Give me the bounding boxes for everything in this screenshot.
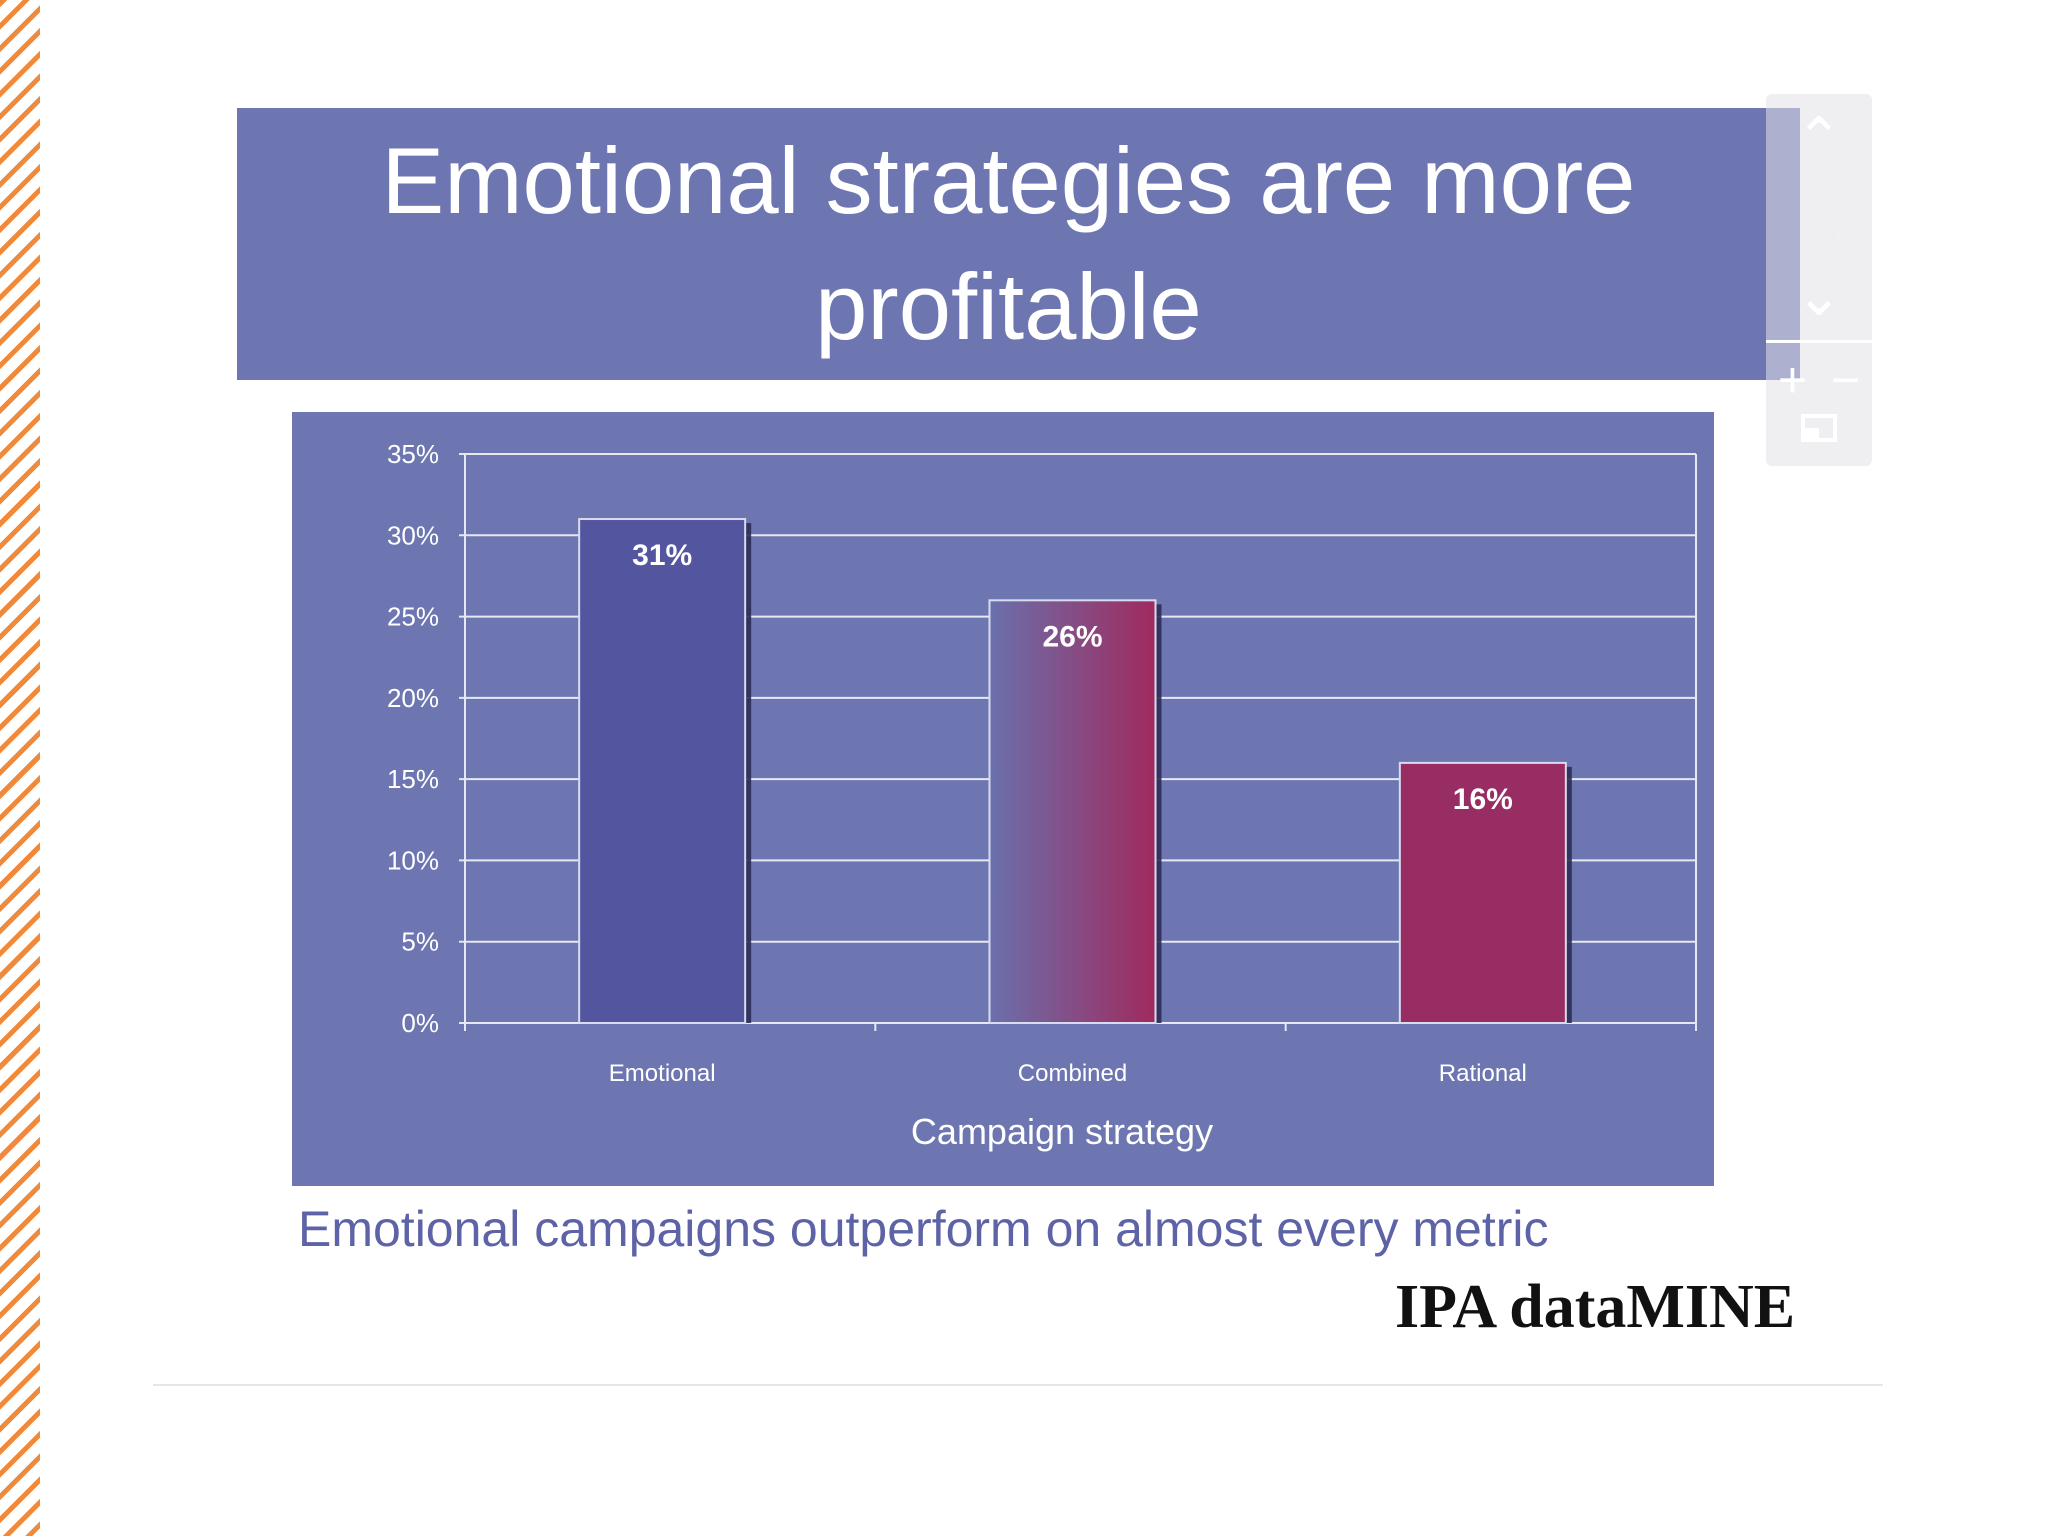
category-label: Rational bbox=[1439, 1060, 1527, 1087]
data-label: 31% bbox=[632, 539, 692, 572]
y-tick-label: 15% bbox=[387, 764, 439, 794]
y-tick-label: 30% bbox=[387, 520, 439, 550]
y-tick-label: 35% bbox=[387, 439, 439, 469]
decorative-stripe bbox=[0, 0, 40, 1536]
bars bbox=[578, 518, 1572, 1025]
y-tick-label: 0% bbox=[401, 1008, 439, 1038]
bar-rational bbox=[1398, 761, 1567, 1024]
chart-panel: 0% 5% 10% 15% 20% 25% 30% 35% 31% Emotional 26% Com… bbox=[292, 412, 1714, 1186]
chevron-down-icon[interactable]: ⌄ bbox=[1795, 264, 1843, 327]
minus-icon[interactable]: − bbox=[1830, 352, 1861, 408]
page-counter: 17 / 34 bbox=[1766, 186, 1872, 254]
plus-icon[interactable]: + bbox=[1777, 352, 1808, 408]
nav-separator bbox=[1766, 340, 1872, 343]
x-axis-title: Campaign strategy bbox=[911, 1111, 1213, 1152]
fit-screen-icon[interactable] bbox=[1766, 414, 1872, 458]
data-label: 16% bbox=[1453, 783, 1513, 816]
slide-title: Emotional strategies are more profitable bbox=[381, 128, 1636, 359]
slide-caption: Emotional campaigns outperform on almost… bbox=[298, 1201, 1549, 1257]
total-pages: / 34 bbox=[1800, 224, 1838, 249]
y-tick-label: 20% bbox=[387, 683, 439, 713]
y-tick-label: 25% bbox=[387, 602, 439, 632]
divider bbox=[153, 1384, 1883, 1386]
slide-title-banner: Emotional strategies are more profitable bbox=[237, 108, 1800, 380]
category-label: Combined bbox=[1018, 1060, 1127, 1087]
y-tick-label: 5% bbox=[401, 927, 439, 957]
y-tick-label: 10% bbox=[387, 845, 439, 875]
category-label: Emotional bbox=[609, 1060, 716, 1087]
bar-chart: 0% 5% 10% 15% 20% 25% 30% 35% 31% Emotional 26% Com… bbox=[387, 439, 1697, 1152]
slide-navigation: ⌃ 17 / 34 ⌄ + − bbox=[1766, 94, 1872, 466]
bar-emotional bbox=[578, 518, 747, 1025]
bar-combined bbox=[988, 599, 1157, 1024]
current-page: 17 bbox=[1806, 190, 1832, 215]
labels: 0% 5% 10% 15% 20% 25% 30% 35% 31% Emotional 26% Com… bbox=[387, 439, 1527, 1087]
chevron-up-icon[interactable]: ⌃ bbox=[1795, 106, 1843, 169]
ipa-datamine-logo: IPA dataMINE bbox=[1395, 1273, 1796, 1341]
data-label: 26% bbox=[1042, 620, 1102, 653]
